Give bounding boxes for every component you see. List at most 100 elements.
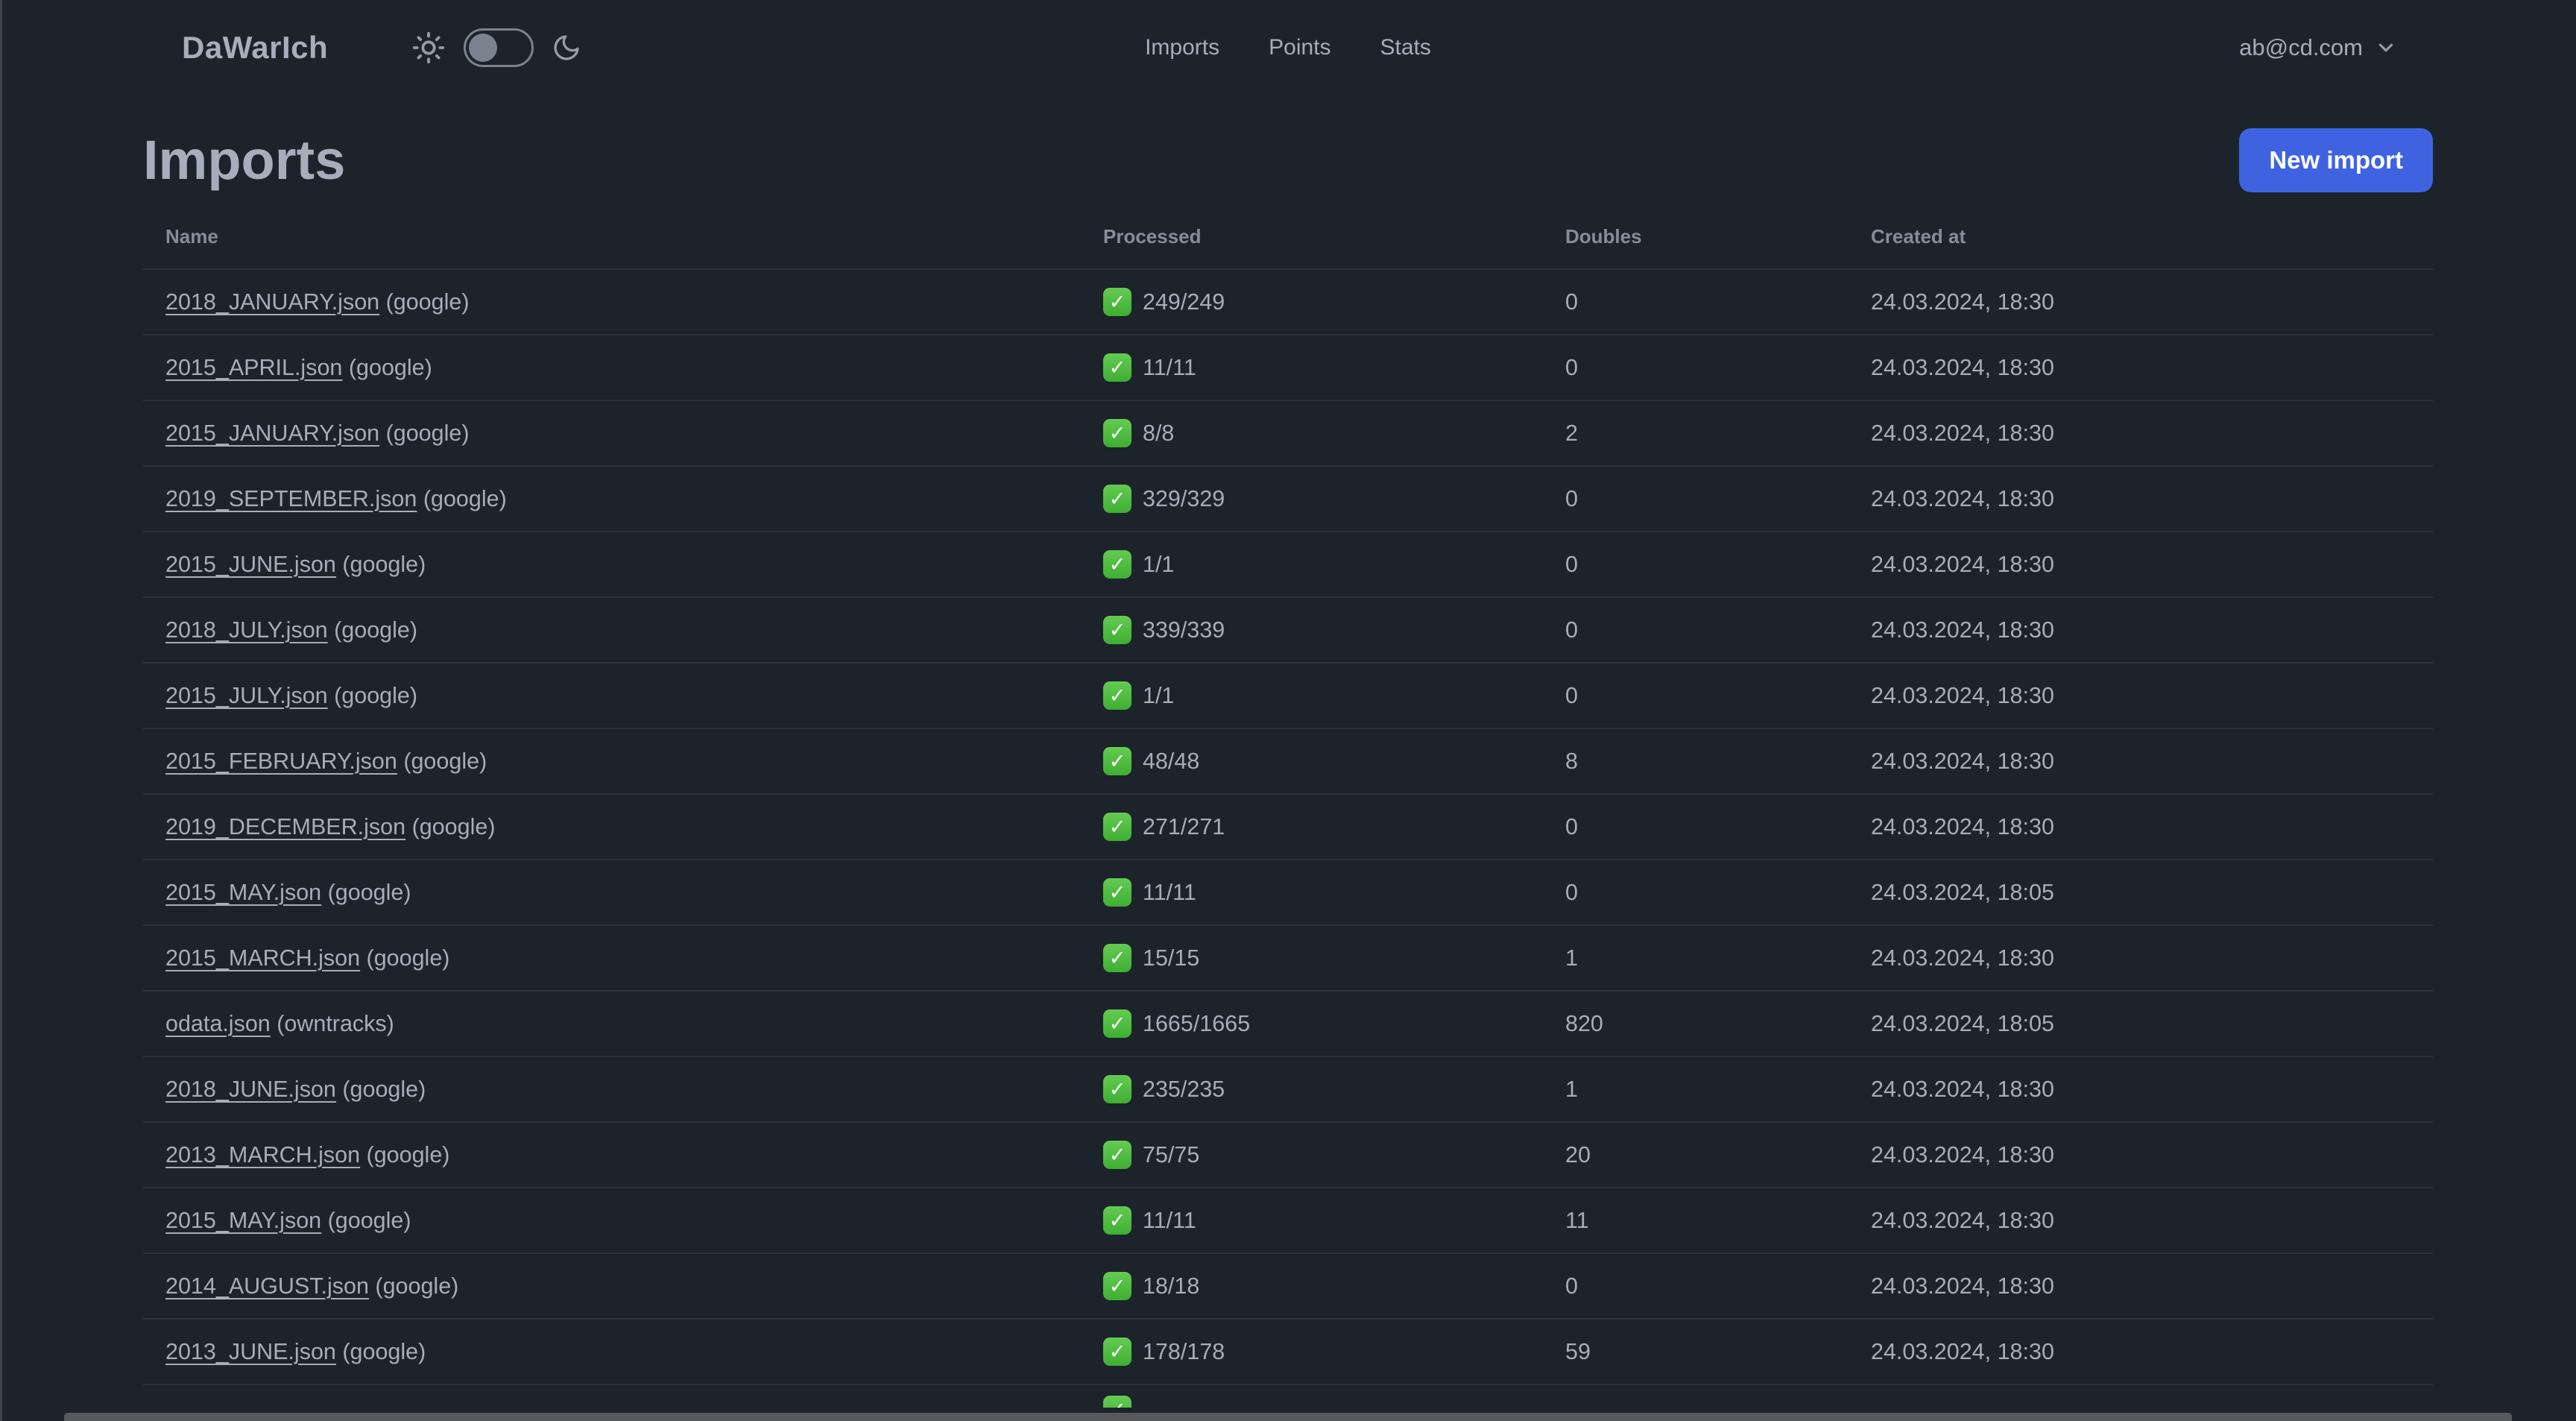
doubles-cell: 0: [1543, 597, 1849, 664]
processed-cell: ✓ 48/48: [1081, 728, 1543, 795]
name-cell: 2015_MAY.json (google): [143, 1188, 1081, 1254]
window-edge: [0, 0, 2, 1421]
import-file-link[interactable]: 2013_JUNE.json: [165, 1338, 336, 1364]
created-at-value: 24.03.2024, 18:30: [1871, 1141, 2054, 1168]
table-row: odata.json (owntracks) ✓ 1665/1665 820 2…: [143, 991, 2433, 1057]
import-source: (google): [335, 551, 426, 577]
created-at-value: 24.03.2024, 18:30: [1871, 1076, 2054, 1102]
page-header: Imports New import: [143, 128, 2433, 192]
import-file-link[interactable]: 2018_JULY.json: [165, 617, 328, 643]
name-cell: 2019_SEPTEMBER.json (google): [143, 466, 1081, 532]
doubles-cell: 0: [1543, 532, 1849, 598]
processed-cell: ✓ 178/178: [1081, 1319, 1543, 1385]
processed-count: 178/178: [1143, 1338, 1225, 1364]
theme-switch[interactable]: [464, 28, 534, 67]
doubles-cell: 0: [1543, 1253, 1849, 1320]
check-icon: ✓: [1103, 681, 1131, 710]
created-at-value: 24.03.2024, 18:30: [1871, 420, 2054, 446]
import-file-link[interactable]: 2018_JANUARY.json: [165, 289, 380, 315]
name-cell: 2015_MAY.json (google): [143, 860, 1081, 926]
doubles-value: 0: [1565, 289, 1578, 315]
horizontal-scrollbar[interactable]: [64, 1413, 2512, 1421]
check-icon: ✓: [1103, 353, 1131, 382]
doubles-cell: 59: [1543, 1319, 1849, 1385]
name-cell: 2019_DECEMBER.json (google): [143, 794, 1081, 860]
doubles-cell: 0: [1543, 335, 1849, 401]
doubles-cell: 0: [1543, 269, 1849, 335]
doubles-value: 11: [1565, 1207, 1589, 1233]
app-logo[interactable]: DaWarIch: [182, 30, 329, 65]
page-title: Imports: [143, 129, 346, 191]
import-file-link[interactable]: 2014_AUGUST.json: [165, 1273, 369, 1299]
import-file-link[interactable]: 2015_JANUARY.json: [165, 420, 380, 446]
import-source: (google): [342, 354, 432, 380]
import-file-link[interactable]: 2015_JUNE.json: [165, 551, 336, 577]
doubles-value: 0: [1565, 551, 1578, 577]
import-file-link[interactable]: 2019_SEPTEMBER.json: [165, 485, 417, 511]
import-file-link[interactable]: 2018_JUNE.json: [165, 1076, 336, 1102]
import-file-link[interactable]: 2015_MAY.json: [165, 1207, 322, 1233]
import-file-link[interactable]: 2013_MARCH.json: [165, 1141, 361, 1168]
created-at-value: 24.03.2024, 18:30: [1871, 813, 2054, 839]
table-row: 2013_MARCH.json (google) ✓ 75/75 20 24.0…: [143, 1122, 2433, 1188]
table-row: 2015_JULY.json (google) ✓ 1/1 0 24.03.20…: [143, 663, 2433, 729]
nav-link-stats[interactable]: Stats: [1380, 35, 1431, 60]
check-icon: ✓: [1103, 1009, 1131, 1038]
check-icon: ✓: [1103, 485, 1131, 513]
created-at-value: 24.03.2024, 18:30: [1871, 289, 2054, 315]
import-source: (google): [321, 1207, 411, 1233]
theme-switch-knob: [469, 34, 498, 62]
import-source: (google): [397, 748, 487, 774]
import-source: (google): [379, 420, 470, 446]
doubles-value: 1: [1565, 945, 1578, 971]
processed-count: 339/339: [1143, 617, 1225, 643]
import-file-link[interactable]: 2015_FEBRUARY.json: [165, 748, 397, 774]
created-at-cell: 24.03.2024, 18:30: [1849, 597, 2433, 664]
partial-next-row: ✓: [143, 1385, 2433, 1408]
column-header-processed: Processed: [1081, 201, 1543, 270]
import-source: (google): [335, 1076, 426, 1102]
created-at-cell: 24.03.2024, 18:30: [1849, 335, 2433, 401]
import-file-link[interactable]: 2015_MARCH.json: [165, 945, 361, 971]
nav-link-points[interactable]: Points: [1269, 35, 1331, 60]
created-at-cell: 24.03.2024, 18:05: [1849, 860, 2433, 926]
nav-link-imports[interactable]: Imports: [1145, 35, 1220, 60]
created-at-cell: 24.03.2024, 18:30: [1849, 466, 2433, 532]
moon-icon: [554, 35, 579, 60]
name-cell: 2015_JULY.json (google): [143, 663, 1081, 729]
new-import-button[interactable]: New import: [2239, 128, 2433, 192]
import-file-link[interactable]: 2015_MAY.json: [165, 879, 322, 905]
doubles-value: 59: [1565, 1338, 1591, 1364]
import-file-link[interactable]: 2015_APRIL.json: [165, 354, 343, 380]
processed-cell: ✓ 1665/1665: [1081, 991, 1543, 1057]
table-row: 2015_JUNE.json (google) ✓ 1/1 0 24.03.20…: [143, 532, 2433, 598]
import-file-link[interactable]: odata.json: [165, 1010, 271, 1036]
name-cell: 2015_JUNE.json (google): [143, 532, 1081, 598]
created-at-value: 24.03.2024, 18:30: [1871, 485, 2054, 511]
created-at-cell: 24.03.2024, 18:30: [1849, 532, 2433, 598]
user-menu[interactable]: ab@cd.com: [2239, 34, 2397, 61]
import-file-link[interactable]: 2015_JULY.json: [165, 682, 328, 708]
sun-icon: [413, 31, 445, 64]
theme-toggle[interactable]: [411, 28, 581, 67]
import-file-link[interactable]: 2019_DECEMBER.json: [165, 813, 406, 839]
created-at-value: 24.03.2024, 18:05: [1871, 879, 2054, 905]
created-at-value: 24.03.2024, 18:30: [1871, 682, 2054, 708]
import-source: (google): [360, 945, 450, 971]
processed-count: 15/15: [1143, 945, 1200, 971]
column-header-doubles: Doubles: [1543, 201, 1849, 270]
processed-cell: ✓ 11/11: [1081, 335, 1543, 401]
processed-count: 75/75: [1143, 1141, 1200, 1168]
table-row: 2018_JANUARY.json (google) ✓ 249/249 0 2…: [143, 269, 2433, 335]
column-header-created-at: Created at: [1849, 201, 2433, 270]
name-cell: 2018_JULY.json (google): [143, 597, 1081, 664]
processed-cell: ✓ 18/18: [1081, 1253, 1543, 1320]
import-source: (google): [368, 1273, 459, 1299]
table-row: 2015_FEBRUARY.json (google) ✓ 48/48 8 24…: [143, 728, 2433, 795]
processed-cell: ✓ 271/271: [1081, 794, 1543, 860]
processed-count: 1/1: [1143, 682, 1175, 708]
created-at-cell: 24.03.2024, 18:30: [1849, 663, 2433, 729]
check-icon: ✓: [1103, 1075, 1131, 1103]
created-at-cell: 24.03.2024, 18:30: [1849, 1122, 2433, 1188]
created-at-cell: 24.03.2024, 18:30: [1849, 269, 2433, 335]
